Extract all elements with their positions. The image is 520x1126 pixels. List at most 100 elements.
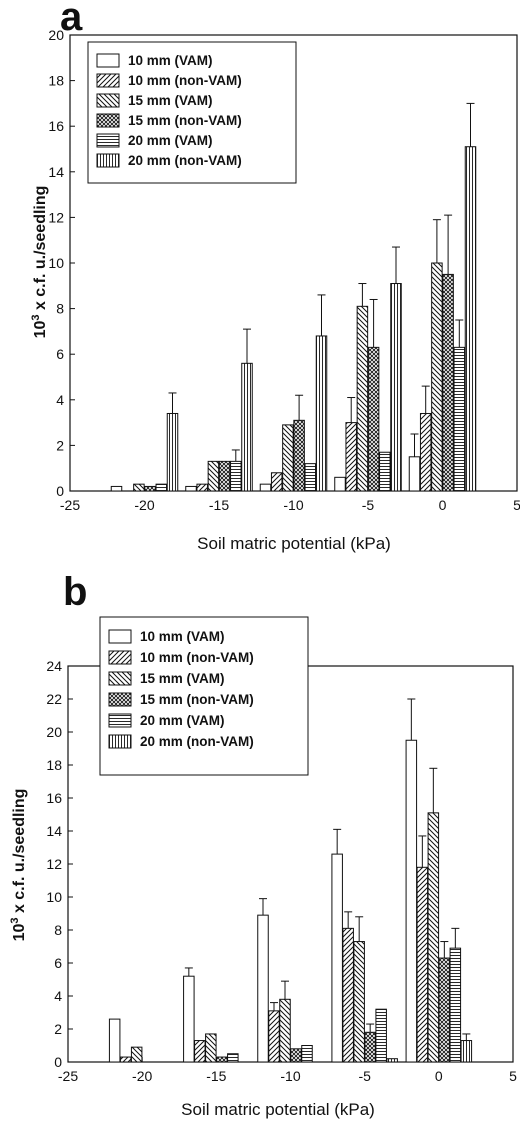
bar-a-10mm-vam (185, 485, 197, 492)
bar-b-10mm-non-vam (268, 1010, 280, 1063)
legend-swatch-a-15mm-vam (96, 93, 120, 108)
legend-label-b-20mm-non-vam: 20 mm (non-VAM) (140, 734, 254, 749)
bar-a-15mm-non-vam (442, 273, 454, 492)
x-tick-label-b: -10 (280, 1068, 300, 1084)
legend-swatch-b-10mm-non-vam (108, 650, 132, 665)
bar-b-10mm-vam (183, 975, 195, 1063)
bar-b-15mm-non-vam (290, 1048, 302, 1063)
bar-a-10mm-non-vam (345, 422, 357, 492)
bar-a-20mm-non-vam (315, 335, 328, 492)
bar-a-20mm-vam (453, 346, 466, 492)
x-tick-label-a: 5 (513, 497, 520, 513)
bar-b-10mm-vam (405, 739, 418, 1063)
bar-a-15mm-non-vam (144, 485, 156, 492)
legend-swatch-a-20mm-non-vam (96, 153, 120, 168)
y-tick-label-b: 4 (54, 988, 62, 1004)
legend-label-a-10mm-non-vam: 10 mm (non-VAM) (128, 73, 242, 88)
bar-a-15mm-vam (356, 305, 369, 492)
bar-a-20mm-non-vam (241, 362, 253, 492)
x-tick-label-b: 5 (509, 1068, 517, 1084)
bar-a-10mm-non-vam (196, 483, 208, 492)
y-tick-label-a: 0 (56, 483, 64, 499)
x-tick-label-b: -15 (206, 1068, 226, 1084)
bar-a-20mm-non-vam (166, 412, 179, 492)
x-tick-label-b: 0 (435, 1068, 443, 1084)
bar-a-20mm-vam (304, 463, 317, 492)
y-axis-title-b: 103 x c.f. u./seedling (9, 789, 28, 942)
bar-b-10mm-vam (257, 914, 269, 1063)
bar-a-10mm-non-vam (270, 472, 283, 492)
bar-b-10mm-non-vam (119, 1056, 132, 1063)
y-tick-label-a: 6 (56, 346, 64, 362)
y-tick-label-a: 16 (48, 118, 64, 134)
y-tick-label-a: 4 (56, 392, 64, 408)
bar-a-20mm-non-vam (390, 283, 402, 492)
chart-panel-b: b 103 x c.f. u./seedling Soil matric pot… (9, 570, 517, 1119)
legend-label-a-10mm-vam: 10 mm (VAM) (128, 53, 213, 68)
bar-a-10mm-vam (259, 483, 272, 492)
y-tick-label-b: 0 (54, 1054, 62, 1070)
y-tick-label-a: 2 (56, 437, 64, 453)
y-tick-label-b: 6 (54, 955, 62, 971)
y-axis-title-base-a: 10 (32, 321, 49, 339)
x-axis-title-a: Soil matric potential (kPa) (197, 534, 391, 553)
bar-a-15mm-vam (133, 483, 145, 492)
legend-swatch-b-15mm-non-vam (108, 692, 132, 707)
y-tick-label-b: 16 (46, 790, 62, 806)
legend-swatch-a-20mm-vam (96, 133, 120, 148)
bar-b-15mm-vam (130, 1046, 143, 1063)
y-tick-label-b: 8 (54, 922, 62, 938)
bar-b-10mm-vam (108, 1018, 121, 1063)
bar-a-15mm-vam (282, 424, 294, 492)
bar-a-15mm-vam (431, 262, 443, 492)
y-tick-label-a: 12 (48, 209, 64, 225)
y-tick-label-b: 20 (46, 724, 62, 740)
bar-b-20mm-non-vam (460, 1040, 473, 1063)
bar-b-20mm-vam (449, 947, 462, 1063)
bar-b-15mm-vam (353, 941, 365, 1063)
bar-a-15mm-non-vam (293, 419, 305, 492)
bar-b-15mm-vam (427, 812, 440, 1063)
legend-swatch-a-10mm-non-vam (96, 73, 120, 88)
legend-label-b-15mm-non-vam: 15 mm (non-VAM) (140, 692, 254, 707)
y-tick-label-b: 10 (46, 889, 62, 905)
x-tick-label-a: -15 (209, 497, 229, 513)
bar-b-15mm-non-vam (216, 1056, 228, 1063)
y-tick-label-a: 10 (48, 255, 64, 271)
bar-b-20mm-vam (301, 1045, 313, 1063)
legend-swatch-b-20mm-non-vam (108, 734, 132, 749)
y-tick-label-b: 24 (46, 658, 62, 674)
legend-label-a-20mm-vam: 20 mm (VAM) (128, 133, 213, 148)
legend-label-a-20mm-non-vam: 20 mm (non-VAM) (128, 153, 242, 168)
y-tick-label-b: 22 (46, 691, 62, 707)
bar-a-10mm-vam (110, 485, 123, 492)
legend-swatch-b-10mm-vam (108, 629, 132, 644)
bar-a-15mm-non-vam (218, 460, 231, 492)
bar-a-10mm-non-vam (419, 412, 432, 492)
y-tick-label-b: 2 (54, 1021, 62, 1037)
legend-label-b-15mm-vam: 15 mm (VAM) (140, 671, 225, 686)
legend-label-a-15mm-vam: 15 mm (VAM) (128, 93, 213, 108)
x-tick-label-a: -10 (283, 497, 303, 513)
bar-b-20mm-non-vam (386, 1058, 398, 1063)
legend-swatch-b-15mm-vam (108, 671, 132, 686)
x-tick-label-a: -5 (362, 497, 375, 513)
bar-b-15mm-non-vam (438, 957, 451, 1063)
bar-b-15mm-vam (279, 998, 291, 1063)
y-axis-title-a: 103 x c.f. u./seedling (30, 186, 49, 339)
legend-label-a-15mm-non-vam: 15 mm (non-VAM) (128, 113, 242, 128)
panel-label-a: a (60, 0, 83, 39)
y-axis-title-base-b: 10 (11, 924, 28, 942)
bar-a-15mm-non-vam (367, 346, 380, 492)
y-tick-label-b: 14 (46, 823, 62, 839)
y-tick-label-a: 20 (48, 27, 64, 43)
y-axis-title-exp-a: 3 (30, 315, 42, 321)
y-axis-title-rest-a: x c.f. u./seedling (32, 186, 49, 315)
bar-b-15mm-vam (205, 1033, 217, 1063)
legend-label-b-10mm-non-vam: 10 mm (non-VAM) (140, 650, 254, 665)
y-tick-label-b: 18 (46, 757, 62, 773)
y-axis-title-rest-b: x c.f. u./seedling (11, 789, 28, 918)
x-tick-label-a: 0 (439, 497, 447, 513)
x-tick-label-b: -25 (58, 1068, 78, 1084)
